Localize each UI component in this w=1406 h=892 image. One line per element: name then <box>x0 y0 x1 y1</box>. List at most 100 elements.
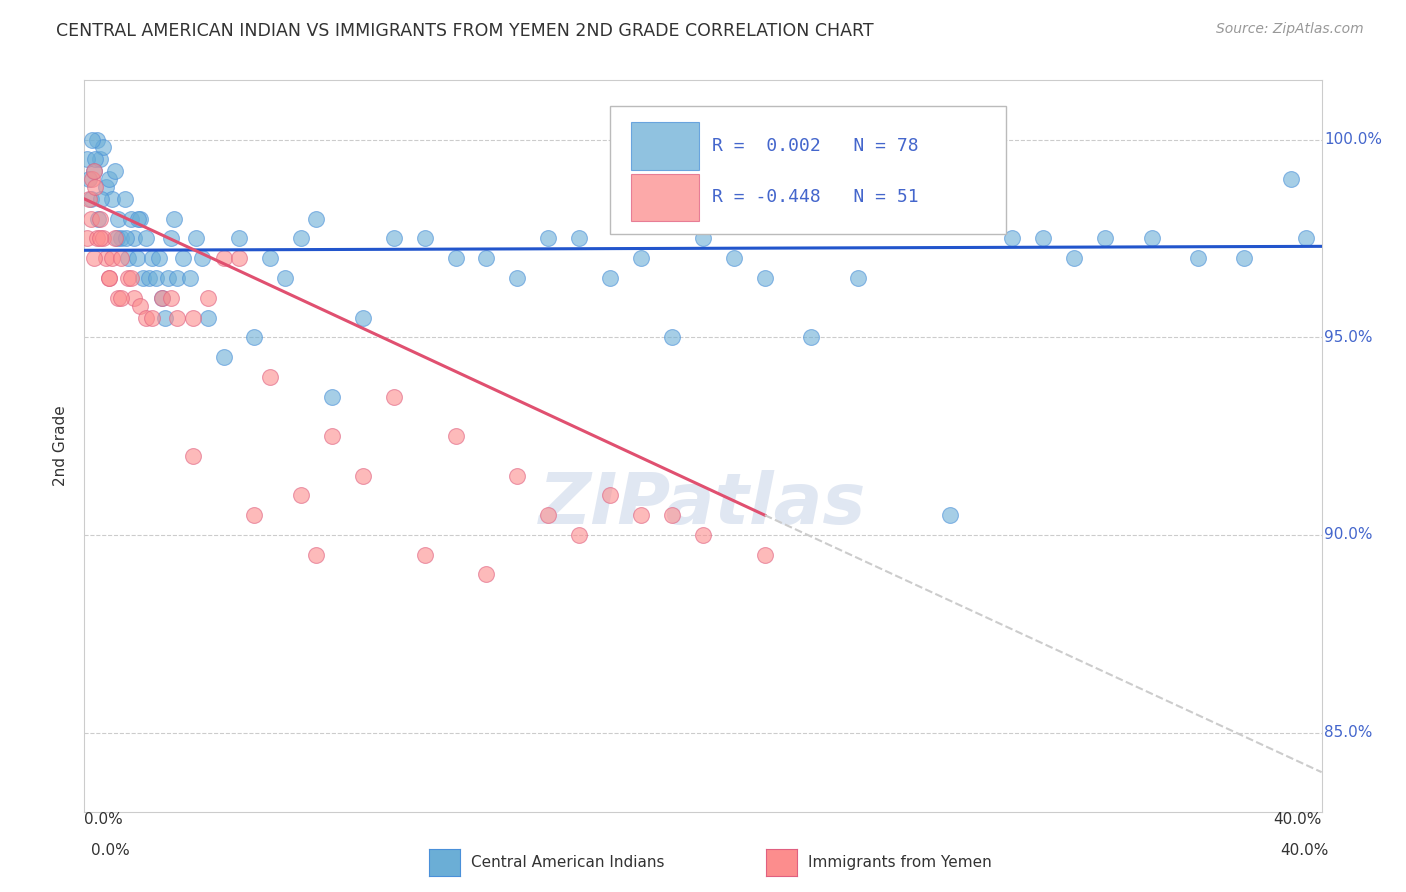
Point <box>506 468 529 483</box>
Point <box>148 251 170 265</box>
Point <box>444 429 467 443</box>
Point <box>179 271 201 285</box>
Point <box>122 291 145 305</box>
Point <box>101 251 124 265</box>
Point <box>135 231 157 245</box>
Point <box>599 271 621 285</box>
Point <box>120 211 142 226</box>
Point <box>1094 231 1116 245</box>
Point <box>79 192 101 206</box>
Point <box>90 192 112 206</box>
Point <box>163 211 186 226</box>
Point <box>84 180 107 194</box>
Point <box>76 231 98 245</box>
Point <box>172 251 194 265</box>
FancyBboxPatch shape <box>631 174 699 221</box>
Point <box>568 528 591 542</box>
Point <box>82 132 104 146</box>
Point <box>87 211 110 226</box>
Point <box>413 231 436 245</box>
Point <box>1001 231 1024 245</box>
Point <box>1187 251 1209 265</box>
Point <box>274 271 297 285</box>
Point <box>305 548 328 562</box>
Point <box>94 251 117 265</box>
Point <box>114 192 136 206</box>
FancyBboxPatch shape <box>610 106 1007 234</box>
Point <box>939 508 962 523</box>
Point <box>661 508 683 523</box>
Point <box>212 251 235 265</box>
Point <box>243 330 266 344</box>
Point <box>104 231 127 245</box>
Point <box>321 429 343 443</box>
Point <box>91 140 114 154</box>
Text: 100.0%: 100.0% <box>1324 132 1382 147</box>
Point <box>692 231 714 245</box>
Point <box>127 211 149 226</box>
Point <box>413 548 436 562</box>
Point <box>1063 251 1085 265</box>
Point <box>1032 231 1054 245</box>
Point <box>191 251 214 265</box>
Point <box>599 488 621 502</box>
Point <box>228 251 250 265</box>
Point <box>197 310 219 325</box>
Point <box>153 310 176 325</box>
Point <box>117 271 139 285</box>
Point <box>132 271 155 285</box>
Point <box>243 508 266 523</box>
Point <box>568 231 591 245</box>
Point <box>352 468 374 483</box>
Point <box>129 211 152 226</box>
Point <box>79 211 101 226</box>
Point <box>83 164 105 178</box>
Point <box>89 153 111 167</box>
Point <box>181 310 204 325</box>
Point <box>475 567 498 582</box>
Point <box>150 291 173 305</box>
Point <box>141 251 163 265</box>
Point <box>754 271 776 285</box>
Point <box>228 231 250 245</box>
Text: 95.0%: 95.0% <box>1324 330 1372 345</box>
Point <box>83 164 105 178</box>
Point <box>537 508 560 523</box>
Point <box>110 231 132 245</box>
Point <box>506 271 529 285</box>
Point <box>94 180 117 194</box>
Point <box>156 271 179 285</box>
Point <box>141 310 163 325</box>
Point <box>259 251 281 265</box>
Text: Source: ZipAtlas.com: Source: ZipAtlas.com <box>1216 22 1364 37</box>
Point <box>197 291 219 305</box>
Point <box>135 310 157 325</box>
Point <box>630 508 652 523</box>
Point <box>86 231 108 245</box>
Point <box>105 231 128 245</box>
Text: R = -0.448   N = 51: R = -0.448 N = 51 <box>711 188 918 206</box>
Point <box>82 172 104 186</box>
Point <box>181 449 204 463</box>
Point <box>1295 231 1317 245</box>
Point <box>120 271 142 285</box>
Point <box>125 251 148 265</box>
Point <box>107 291 129 305</box>
Point <box>800 330 823 344</box>
Point <box>661 330 683 344</box>
Point <box>382 231 405 245</box>
Text: 0.0%: 0.0% <box>91 843 131 858</box>
Point <box>77 172 100 186</box>
Point <box>86 132 108 146</box>
Point <box>382 390 405 404</box>
Point <box>89 231 111 245</box>
Point <box>76 153 98 167</box>
FancyBboxPatch shape <box>631 122 699 169</box>
Point <box>723 251 745 265</box>
Point <box>98 172 121 186</box>
Point <box>129 299 152 313</box>
Point <box>184 231 207 245</box>
Point <box>321 390 343 404</box>
Point <box>754 548 776 562</box>
Point <box>110 251 132 265</box>
